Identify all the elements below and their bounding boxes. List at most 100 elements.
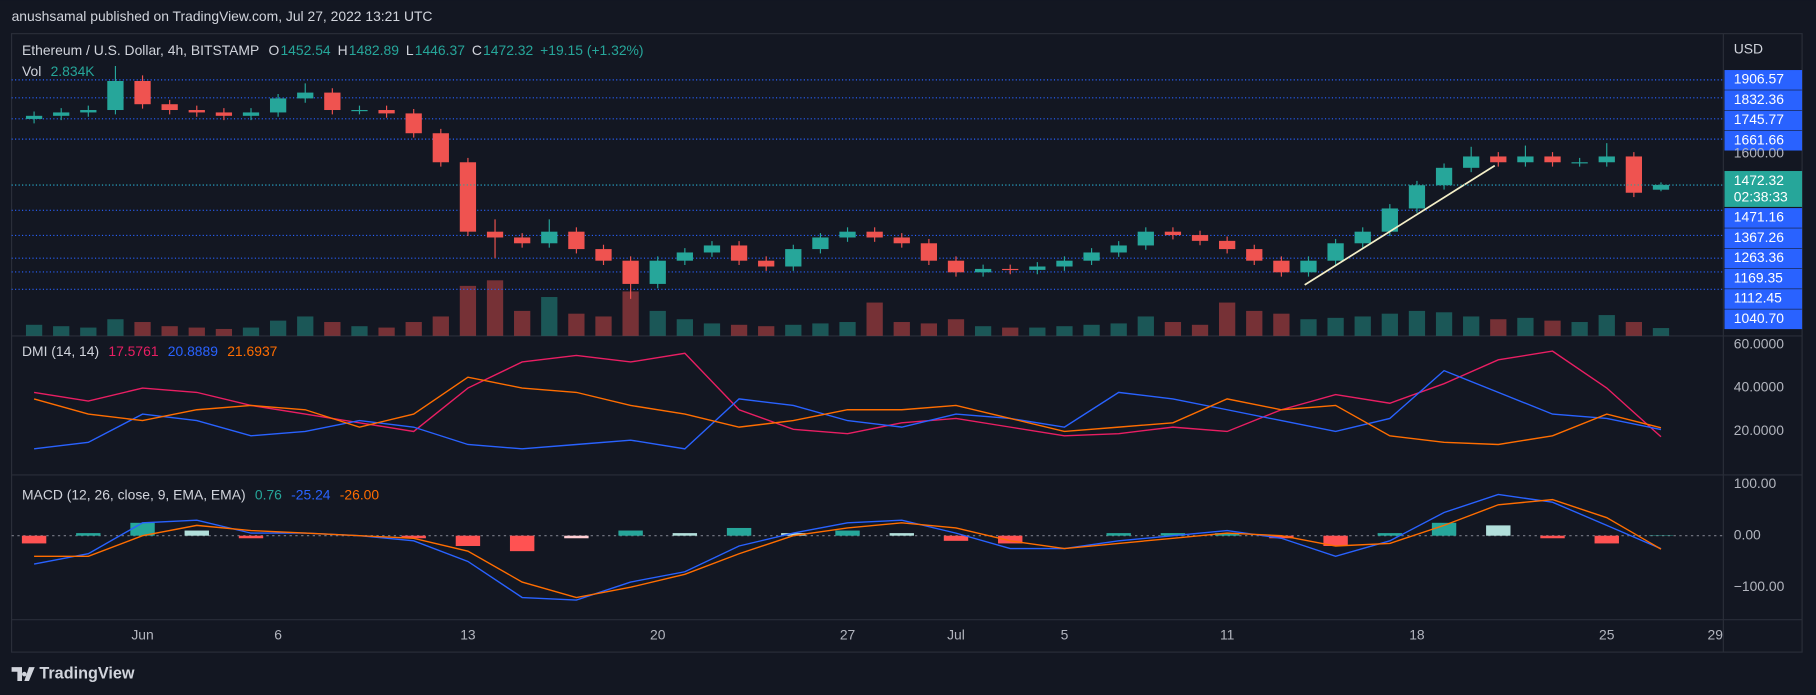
volume-bar [1409, 311, 1425, 336]
volume-bar [270, 321, 286, 336]
volume-bar [975, 326, 991, 336]
volume-bar [433, 316, 449, 335]
candle-body [758, 261, 774, 267]
candle-body [1517, 156, 1533, 162]
candle-body [948, 261, 964, 273]
volume-bar [1355, 316, 1371, 335]
volume-bar [650, 311, 666, 336]
candle-body [514, 237, 530, 243]
candle-body [270, 98, 286, 112]
x-tick-label: 27 [840, 627, 856, 643]
volume-bar [216, 329, 232, 336]
volume-bar [1273, 314, 1289, 336]
candle-body [1002, 269, 1018, 270]
volume-bar [595, 316, 611, 335]
candle-body [894, 237, 910, 243]
volume-bar [378, 328, 394, 336]
candle-body [1246, 249, 1262, 261]
volume-bar [162, 326, 178, 336]
candle-body [216, 112, 232, 115]
candle-body [406, 113, 422, 133]
volume-bar [1056, 326, 1072, 336]
volume-bar [1327, 318, 1343, 336]
candle-body [595, 249, 611, 261]
candle-body [1463, 156, 1479, 167]
volume-bar [1165, 322, 1181, 336]
candle-body [107, 81, 123, 110]
x-tick-label: 29 [1707, 627, 1723, 643]
candle-body [1355, 232, 1371, 244]
volume-bar [1517, 318, 1533, 336]
histogram-bar [239, 536, 263, 539]
histogram-bar [76, 533, 100, 536]
volume-bar [1219, 303, 1235, 336]
ohlc-label: H [338, 42, 348, 58]
candle-body [1572, 162, 1588, 163]
candle-body [1653, 185, 1669, 190]
volume-bar [541, 297, 557, 336]
x-tick-label: 5 [1061, 627, 1069, 643]
legend-item: Vol [22, 63, 41, 79]
level-label: 1745.77 [1734, 111, 1784, 127]
ohlc-value: 1472.32 [483, 42, 533, 58]
volume-bar [1083, 325, 1099, 336]
volume-bar [731, 325, 747, 336]
volume-bar [351, 326, 367, 336]
histogram-bar [890, 533, 914, 536]
volume-bar [677, 319, 693, 336]
candle-body [80, 110, 96, 112]
volume-bar [189, 328, 205, 336]
volume-bar [839, 322, 855, 336]
x-tick-label: Jul [947, 627, 965, 643]
candle-body [1219, 241, 1235, 249]
volume-bar [1029, 328, 1045, 336]
change: +19.15 (+1.32%) [540, 42, 643, 58]
x-tick-label: 13 [460, 627, 476, 643]
candle-body [487, 232, 503, 238]
ohlc-value: 1482.89 [349, 42, 399, 58]
volume-bar [406, 322, 422, 336]
legend-value: 0.76 [255, 486, 282, 502]
legend: MACD (12, 26, close, 9, EMA, EMA)0.76-25… [22, 486, 379, 502]
candle-body [731, 245, 747, 260]
candle-body [785, 249, 801, 266]
volume-value: 2.834K [51, 63, 96, 79]
level-label: 1169.35 [1734, 269, 1783, 285]
candle-body [1111, 245, 1127, 252]
candle-body [704, 245, 720, 252]
candle-body [541, 232, 557, 244]
volume-bar [1192, 325, 1208, 336]
candle-body [1544, 156, 1560, 162]
volume-bar [1436, 312, 1452, 336]
candle-body [975, 269, 991, 272]
legend-value: 17.5761 [108, 343, 158, 359]
level-label: 1367.26 [1734, 229, 1784, 245]
volume-bar [758, 326, 774, 336]
volume-bar [487, 280, 503, 336]
legend-value: 21.6937 [227, 343, 277, 359]
candle-body [1192, 235, 1208, 241]
candle-body [324, 93, 340, 110]
ohlc-value: 1452.54 [280, 42, 330, 58]
volume-bar [1544, 321, 1560, 336]
candle-body [867, 232, 883, 238]
volume-bar [568, 314, 584, 336]
volume-bar [1002, 328, 1018, 336]
ohlc-label: O [269, 42, 280, 58]
x-tick-label: 25 [1599, 627, 1615, 643]
volume-bar [1572, 322, 1588, 336]
volume-bar [867, 303, 883, 336]
x-tick-label: 6 [274, 627, 282, 643]
level-label: 1471.16 [1734, 209, 1784, 225]
histogram-bar [835, 531, 859, 536]
histogram-bar [1540, 536, 1564, 539]
candle-body [1409, 185, 1425, 208]
y-tick-label: 20.0000 [1734, 422, 1784, 438]
volume-bar [460, 286, 476, 336]
histogram-bar [185, 531, 209, 536]
level-label: 1906.57 [1734, 71, 1784, 87]
level-label: 1832.36 [1734, 91, 1784, 107]
volume-bar [297, 316, 313, 335]
candle-body [134, 81, 150, 104]
